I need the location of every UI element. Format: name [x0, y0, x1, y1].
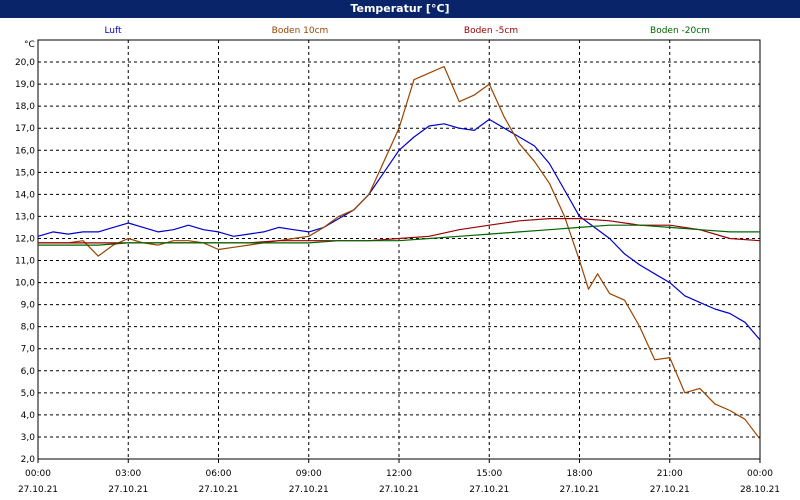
y-axis-label: °C: [24, 40, 35, 50]
chart-title-bar: Temperatur [°C]: [0, 0, 800, 18]
x-tick-date-label: 27.10.21: [559, 485, 599, 495]
x-tick-date-label: 27.10.21: [650, 485, 690, 495]
y-tick-label: 13,0: [15, 212, 35, 222]
x-tick-date-label: 27.10.21: [289, 485, 329, 495]
x-tick-date-label: 27.10.21: [198, 485, 238, 495]
y-tick-label: 15,0: [15, 168, 35, 178]
legend: Luft Boden 10cm Boden -5cm Boden -20cm: [104, 26, 710, 36]
y-tick-label: 10,0: [15, 279, 35, 289]
x-tick-time-label: 15:00: [476, 469, 502, 479]
y-tick-label: 14,0: [15, 190, 35, 200]
x-tick-date-label: 27.10.21: [108, 485, 148, 495]
y-tick-label: 5,0: [21, 389, 36, 399]
series-line-boden-20cm: [38, 224, 760, 246]
x-tick-time-label: 06:00: [206, 469, 232, 479]
y-tick-label: 18,0: [15, 102, 35, 112]
y-tick-label: 16,0: [15, 146, 35, 156]
y-tick-label: 6,0: [21, 367, 36, 377]
x-tick-date-label: 27.10.21: [469, 485, 509, 495]
x-tick-time-label: 12:00: [386, 469, 412, 479]
y-tick-label: 19,0: [15, 80, 35, 90]
x-axis-ticks: 00:00 27.10.21 03:00 27.10.21 06:00 27.10.21 0…: [18, 459, 780, 495]
x-tick-time-label: 21:00: [657, 469, 683, 479]
y-tick-label: 4,0: [21, 411, 36, 421]
grid-lines: [38, 40, 760, 460]
y-tick-label: 11,0: [15, 257, 35, 267]
legend-item: Boden -5cm: [464, 26, 518, 36]
x-tick-time-label: 09:00: [296, 469, 322, 479]
y-axis-ticks: 2,0 3,0 4,0 5,0 6,0 7,0 8,0 9,0 10,0 11,0 12,0 13,0…: [15, 58, 35, 465]
x-tick-date-label: 27.10.21: [379, 485, 419, 495]
x-tick-time-label: 03:00: [115, 469, 141, 479]
y-tick-label: 12,0: [15, 234, 35, 244]
x-tick-date-label: 28.10.21: [740, 485, 780, 495]
legend-item: Luft: [104, 26, 122, 36]
x-tick-time-label: 00:00: [747, 469, 773, 479]
y-tick-label: 17,0: [15, 124, 35, 134]
x-tick-time-label: 18:00: [567, 469, 593, 479]
series-line-boden-10cm: [38, 65, 761, 440]
y-tick-label: 2,0: [21, 455, 36, 465]
x-tick-date-label: 27.10.21: [18, 485, 58, 495]
legend-item: Boden 10cm: [272, 26, 329, 36]
series-line-luft: [37, 118, 761, 341]
y-tick-label: 9,0: [21, 301, 36, 311]
y-tick-label: 20,0: [15, 58, 35, 68]
y-tick-label: 3,0: [21, 433, 36, 443]
x-tick-time-label: 00:00: [25, 469, 51, 479]
legend-item: Boden -20cm: [650, 26, 710, 36]
series-lines: [37, 65, 761, 440]
y-tick-label: 8,0: [21, 323, 36, 333]
y-tick-label: 7,0: [21, 345, 36, 355]
